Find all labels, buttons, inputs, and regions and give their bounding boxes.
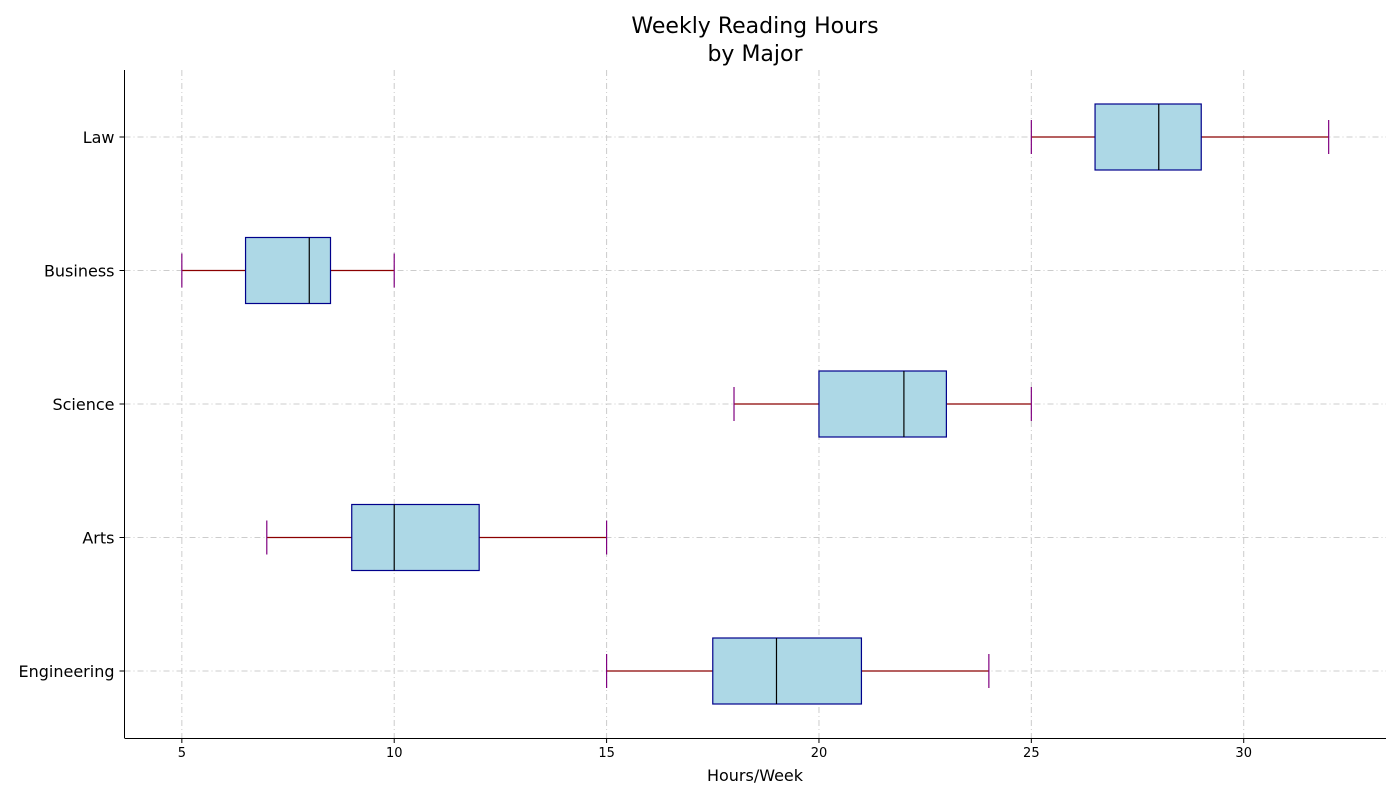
box-engineering xyxy=(605,637,990,705)
x-tick-label: 20 xyxy=(811,746,828,761)
iqr-box xyxy=(1094,103,1202,171)
y-tick-label: Arts xyxy=(82,529,114,548)
iqr-box xyxy=(818,370,947,438)
iqr-box xyxy=(712,637,863,705)
x-tick-label: 25 xyxy=(1023,746,1040,761)
tick-labels: 5 10 15 20 25 30 Engineering Arts Science Busines… xyxy=(19,128,1252,761)
y-tick-label: Business xyxy=(44,262,115,281)
box-business xyxy=(181,236,395,305)
box-arts xyxy=(266,503,608,572)
x-tick-label: 10 xyxy=(386,746,403,761)
x-axis-label: Hours/Week xyxy=(707,766,804,785)
box-law xyxy=(1030,103,1330,171)
y-tick-label: Science xyxy=(52,395,114,414)
chart-title-line-1: Weekly Reading Hours xyxy=(631,14,878,39)
chart-title-line-2: by Major xyxy=(707,42,803,67)
y-tick-label: Engineering xyxy=(19,662,115,681)
x-tick-label: 15 xyxy=(598,746,615,761)
y-tick-label: Law xyxy=(83,128,115,147)
box-science xyxy=(733,370,1032,438)
x-tick-label: 30 xyxy=(1235,746,1252,761)
box-series xyxy=(181,103,1330,705)
iqr-box xyxy=(351,503,480,572)
x-tick-label: 5 xyxy=(178,746,186,761)
iqr-box xyxy=(244,236,332,305)
